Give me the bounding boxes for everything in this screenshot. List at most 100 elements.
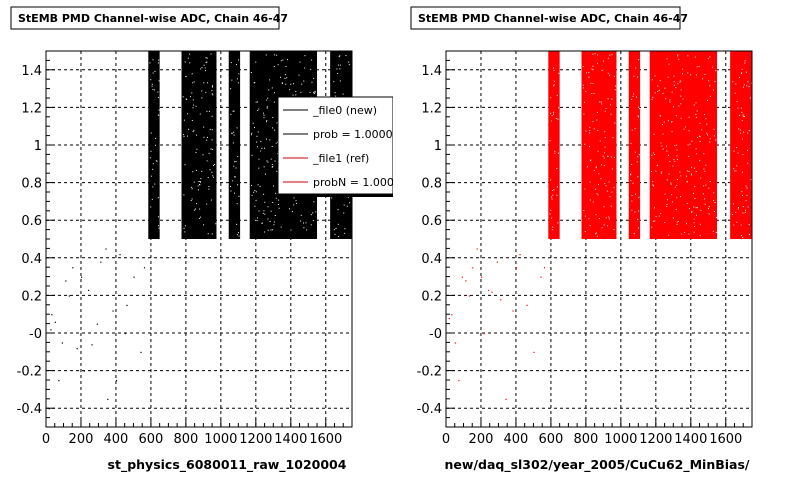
right-scatter-point-20 <box>533 351 535 353</box>
right-dense-band-3 <box>649 51 718 239</box>
right-band-speckle <box>603 224 605 226</box>
left-band-speckle <box>184 61 186 63</box>
left-band-speckle <box>339 80 341 82</box>
right-band-speckle <box>597 150 599 152</box>
left-band-speckle <box>200 178 202 180</box>
left-band-speckle <box>261 222 263 224</box>
right-band-speckle <box>659 115 661 117</box>
left-band-speckle <box>348 64 350 66</box>
left-band-speckle <box>337 209 339 211</box>
left-band-speckle <box>230 62 232 64</box>
right-band-speckle <box>679 196 681 198</box>
right-band-speckle <box>699 136 701 138</box>
left-band-speckle <box>208 186 210 188</box>
left-band-speckle <box>152 59 154 61</box>
right-band-speckle <box>607 57 609 59</box>
left-band-speckle <box>313 92 315 94</box>
right-band-speckle <box>631 195 633 197</box>
right-band-speckle <box>662 133 664 135</box>
right-band-speckle <box>553 189 555 191</box>
left-band-speckle <box>158 80 160 82</box>
right-band-speckle <box>687 55 689 57</box>
left-chart-title: StEMB PMD Channel-wise ADC, Chain 46-47 <box>18 12 288 25</box>
right-band-speckle <box>593 92 595 94</box>
left-band-speckle <box>298 74 300 76</box>
right-scatter-point-18 <box>519 254 521 256</box>
right-band-speckle <box>592 121 594 123</box>
right-band-speckle <box>706 132 708 134</box>
left-band-speckle <box>187 113 189 115</box>
right-band-speckle <box>714 81 716 83</box>
right-band-speckle <box>690 74 692 76</box>
left-band-speckle <box>215 223 217 225</box>
right-band-speckle <box>705 164 707 166</box>
right-band-speckle <box>633 93 635 95</box>
left-band-speckle <box>250 72 252 74</box>
left-band-speckle <box>199 181 201 183</box>
left-band-speckle <box>285 83 287 85</box>
left-band-speckle <box>302 222 304 224</box>
right-band-speckle <box>607 72 609 74</box>
left-band-speckle <box>157 216 159 218</box>
right-band-speckle <box>679 81 681 83</box>
right-band-speckle <box>715 139 717 141</box>
right-band-speckle <box>553 84 555 86</box>
right-band-speckle <box>676 184 678 186</box>
right-band-speckle <box>589 130 591 132</box>
left-band-speckle <box>214 164 216 166</box>
right-band-speckle <box>672 201 674 203</box>
right-band-speckle <box>584 143 586 145</box>
left-band-speckle <box>237 184 239 186</box>
right-band-speckle <box>659 80 661 82</box>
right-band-speckle <box>613 156 615 158</box>
left-band-speckle <box>152 72 154 74</box>
right-band-speckle <box>696 207 698 209</box>
right-band-speckle <box>585 90 587 92</box>
right-band-speckle <box>736 147 738 149</box>
left-band-speckle <box>152 88 154 90</box>
left-band-speckle <box>303 80 305 82</box>
right-band-speckle <box>693 104 695 106</box>
right-band-speckle <box>695 214 697 216</box>
left-band-speckle <box>280 60 282 62</box>
right-band-speckle <box>741 191 743 193</box>
right-band-speckle <box>605 217 607 219</box>
right-band-speckle <box>713 199 715 201</box>
left-band-speckle <box>291 211 293 213</box>
left-scatter-point-21 <box>124 333 126 335</box>
right-band-speckle <box>635 96 637 98</box>
left-chart-title-box <box>10 6 280 30</box>
left-y-tick-label: -0 <box>29 327 42 342</box>
left-band-speckle <box>199 181 201 183</box>
right-band-speckle <box>588 218 590 220</box>
right-band-speckle <box>735 83 737 85</box>
right-band-speckle <box>588 76 590 78</box>
right-band-speckle <box>601 164 603 166</box>
left-band-speckle <box>231 79 233 81</box>
right-band-speckle <box>741 138 743 140</box>
left-scatter-point-5 <box>61 342 63 344</box>
left-band-speckle <box>267 97 269 99</box>
right-band-speckle <box>707 208 709 210</box>
left-band-speckle <box>233 192 235 194</box>
right-band-speckle <box>592 83 594 85</box>
left-band-speckle <box>287 59 289 61</box>
left-band-speckle <box>289 208 291 210</box>
right-band-speckle <box>637 227 639 229</box>
left-x-tick-label: 800 <box>173 432 198 447</box>
right-band-speckle <box>685 175 687 177</box>
left-band-speckle <box>295 91 297 93</box>
left-band-speckle <box>230 88 232 90</box>
left-band-speckle <box>337 223 339 225</box>
left-band-speckle <box>212 175 214 177</box>
right-band-speckle <box>582 66 584 68</box>
right-band-speckle <box>656 164 658 166</box>
right-band-speckle <box>659 115 661 117</box>
right-x-tick-label: 400 <box>504 432 529 447</box>
left-band-speckle <box>233 110 235 112</box>
right-band-speckle <box>553 113 555 115</box>
left-band-speckle <box>203 64 205 66</box>
right-band-speckle <box>696 153 698 155</box>
right-band-speckle <box>742 206 744 208</box>
left-band-speckle <box>191 73 193 75</box>
